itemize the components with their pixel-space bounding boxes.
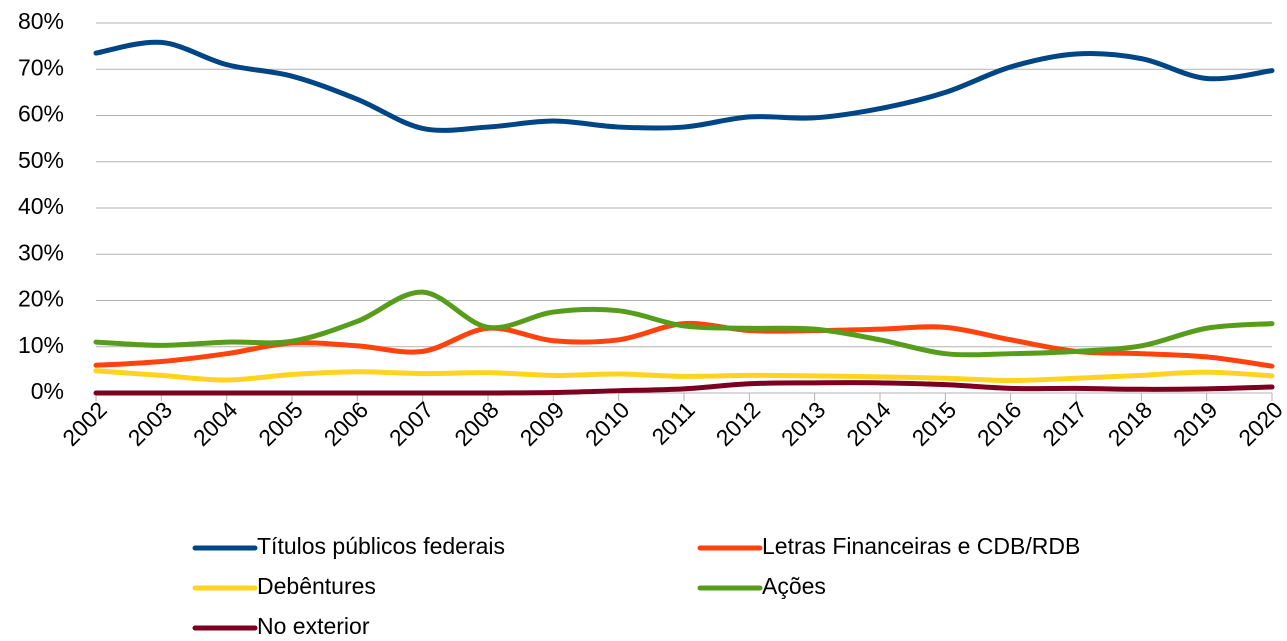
series-line — [93, 39, 1275, 133]
x-tick-label: 2020 — [1233, 396, 1287, 451]
x-tick-label: 2014 — [841, 396, 896, 451]
y-tick-label: 20% — [18, 286, 64, 312]
x-tick-label: 2019 — [1168, 396, 1223, 451]
series-line — [93, 368, 1275, 384]
y-tick-label: 70% — [18, 54, 64, 80]
x-tick-label: 2013 — [776, 396, 831, 451]
legend-label: Ações — [762, 573, 826, 599]
series-line — [93, 289, 1275, 358]
y-tick-label: 40% — [18, 193, 64, 219]
x-tick-label: 2004 — [188, 396, 243, 451]
x-tick-label: 2017 — [1037, 396, 1092, 451]
x-tick-label: 2016 — [972, 396, 1027, 451]
x-tick-label: 2011 — [646, 396, 699, 449]
y-tick-label: 50% — [18, 147, 64, 173]
x-tick-label: 2012 — [711, 396, 766, 451]
x-tick-label: 2005 — [253, 396, 308, 451]
x-tick-label: 2010 — [580, 396, 635, 451]
x-tick-label: 2002 — [57, 396, 112, 451]
legend-label: No exterior — [257, 613, 370, 639]
y-tick-label: 0% — [31, 378, 64, 404]
series-line — [93, 380, 1275, 396]
y-tick-label: 30% — [18, 239, 64, 265]
x-tick-label: 2007 — [384, 396, 439, 451]
x-tick-label: 2015 — [907, 396, 962, 451]
x-tick-label: 2018 — [1103, 396, 1158, 451]
y-tick-label: 10% — [18, 332, 64, 358]
x-tick-label: 2003 — [123, 396, 178, 451]
x-tick-label: 2008 — [449, 396, 504, 451]
y-tick-label: 80% — [18, 8, 64, 34]
legend-label: Debêntures — [257, 573, 376, 599]
y-tick-label: 60% — [18, 101, 64, 127]
legend-label: Letras Financeiras e CDB/RDB — [762, 533, 1080, 559]
x-tick-label: 2006 — [319, 396, 374, 451]
x-tick-label: 2009 — [515, 396, 570, 451]
legend-label: Títulos públicos federais — [257, 533, 505, 559]
